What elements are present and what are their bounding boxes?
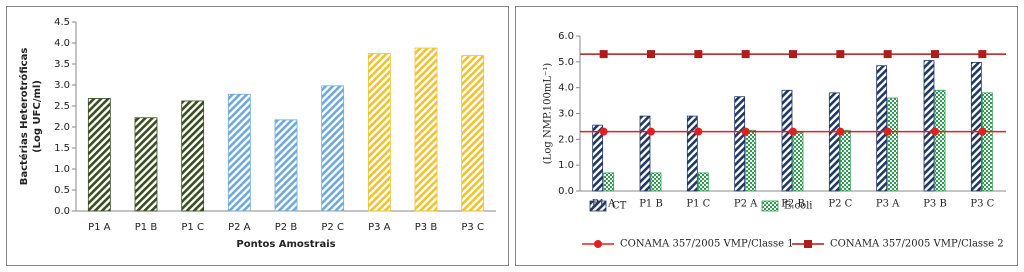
- line-marker: [978, 50, 987, 59]
- x-tick-label: P2 C: [828, 199, 852, 210]
- line-marker: [599, 50, 608, 59]
- line-marker: [931, 127, 939, 136]
- y-axis-label-line: (Log UFC/ml): [32, 80, 43, 153]
- y-tick-label: 1.0: [54, 164, 70, 175]
- x-tick-label: P3 B: [415, 222, 438, 233]
- y-tick-label: 4.5: [54, 17, 70, 28]
- x-tick-label: P1 C: [686, 199, 710, 210]
- x-tick-label: P2 B: [781, 199, 805, 210]
- y-tick-label: 2.0: [54, 122, 70, 133]
- y-axis-label: (Log NMP.100mL⁻¹): [543, 63, 554, 165]
- bar: [734, 96, 746, 192]
- y-axis-label: Bactérias Heterotróficas (Log UFC/ml): [18, 48, 43, 186]
- line-marker: [978, 127, 987, 136]
- y-tick-label: 6.0: [558, 31, 574, 42]
- bar: [603, 172, 615, 192]
- y-tick-label: 1.5: [54, 143, 70, 154]
- bar: [592, 124, 604, 192]
- y-tick-label: 3.0: [558, 109, 574, 120]
- legend-label: CONAMA 357/2005 VMP/Classe 1: [620, 239, 794, 250]
- x-axis-label: Pontos Amostrais: [236, 239, 335, 250]
- legend-label: CT: [612, 201, 627, 212]
- legend-swatch: [761, 200, 779, 212]
- x-tick-label: P2 B: [275, 222, 298, 233]
- bar: [461, 55, 485, 212]
- y-tick-label: 4.0: [54, 38, 70, 49]
- bar: [792, 132, 804, 192]
- bar: [87, 98, 111, 212]
- y-tick-label: 0.5: [54, 185, 70, 196]
- x-tick-label: P1 A: [88, 222, 111, 233]
- line-marker: [836, 50, 845, 59]
- y-tick-label: 2.0: [558, 134, 574, 145]
- x-tick-label: P1 C: [181, 222, 204, 233]
- bar: [981, 92, 993, 192]
- line-marker: [647, 50, 655, 59]
- bar: [697, 172, 709, 192]
- line-marker: [836, 127, 845, 136]
- bar: [934, 89, 946, 192]
- y-tick-label: 0.0: [54, 206, 70, 217]
- bar: [828, 92, 840, 192]
- line-marker: [789, 127, 797, 136]
- x-tick-label: P2 A: [228, 222, 251, 233]
- x-tick-label: P1 B: [135, 222, 158, 233]
- x-tick-label: P1 B: [639, 199, 663, 210]
- bar: [181, 100, 205, 212]
- bar: [686, 115, 698, 192]
- bar: [923, 60, 935, 192]
- line-marker: [931, 50, 939, 59]
- line-marker: [647, 127, 655, 136]
- y-tick-label: 5.0: [558, 57, 574, 68]
- x-tick-label: P2 C: [321, 222, 344, 233]
- bar: [227, 93, 251, 212]
- y-tick-label: 3.5: [54, 59, 70, 70]
- bar: [134, 117, 158, 212]
- line-marker: [741, 127, 750, 136]
- bar: [650, 172, 662, 192]
- line-marker: [789, 50, 797, 59]
- line-marker: [741, 50, 750, 59]
- y-tick-label: 2.5: [54, 101, 70, 112]
- bar: [321, 85, 345, 212]
- y-tick-label: 1.0: [558, 160, 574, 171]
- bar: [745, 129, 757, 192]
- bar: [876, 65, 888, 192]
- y-axis-label-line: Bactérias Heterotróficas: [18, 48, 30, 186]
- x-tick-label: P2 A: [734, 199, 758, 210]
- line-marker: [694, 50, 703, 59]
- bar: [781, 89, 793, 192]
- line-marker: [883, 127, 892, 136]
- bar: [970, 61, 982, 192]
- line-marker: [694, 127, 703, 136]
- legend-label: E.coli: [784, 201, 813, 212]
- y-tick-label: 0.0: [558, 186, 574, 197]
- y-tick-label: 4.0: [558, 83, 574, 94]
- bar: [274, 119, 298, 212]
- legend-label: CONAMA 357/2005 VMP/Classe 2: [830, 239, 1004, 250]
- y-tick-label: 3.0: [54, 80, 70, 91]
- x-tick-label: P3 A: [876, 199, 900, 210]
- line-marker: [599, 127, 608, 136]
- bar: [639, 115, 651, 192]
- x-tick-label: P3 C: [461, 222, 484, 233]
- legend-marker: [804, 240, 812, 248]
- line-marker: [883, 50, 892, 59]
- x-tick-label: P3 C: [970, 199, 994, 210]
- bar: [839, 129, 851, 192]
- x-tick-label: P3 A: [368, 222, 391, 233]
- legend-marker: [594, 240, 602, 248]
- bar: [414, 47, 438, 212]
- legend-swatch: [589, 200, 607, 212]
- bar: [367, 53, 391, 212]
- x-tick-label: P3 B: [923, 199, 947, 210]
- bar: [887, 97, 899, 192]
